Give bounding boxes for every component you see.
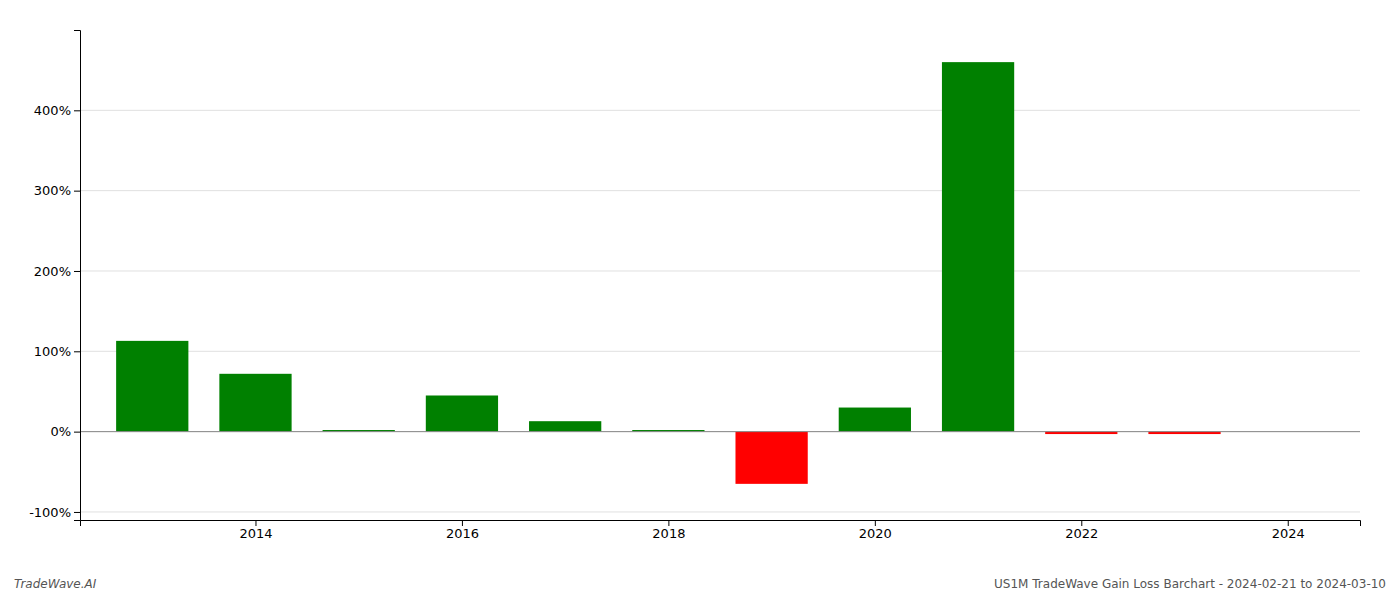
tick-mark — [74, 512, 80, 513]
tick-label: 100% — [34, 344, 71, 359]
zero-line — [80, 431, 1360, 432]
tick-label: 200% — [34, 264, 71, 279]
tick: 2020 — [859, 520, 892, 541]
tick-label: 0% — [50, 424, 71, 439]
tick: 400% — [34, 103, 80, 118]
bar — [116, 341, 188, 432]
tick-mark — [1288, 520, 1289, 526]
chart: 2014 2016 2018 2020 2022 2024 -100% 0% 100% 200% 3… — [0, 0, 1400, 600]
axis-line — [81, 521, 1361, 527]
tick-label: 300% — [34, 183, 71, 198]
grid-line — [80, 190, 1360, 191]
tick-mark — [74, 110, 80, 111]
tick: 2016 — [446, 520, 479, 541]
grid-line — [80, 110, 1360, 111]
footer-left: TradeWave.AI — [14, 577, 97, 591]
tick-label: 2016 — [446, 526, 479, 541]
tick: 300% — [34, 183, 80, 198]
tick-mark — [668, 520, 669, 526]
tick-label: 400% — [34, 103, 71, 118]
bar — [426, 395, 498, 431]
tick-mark — [74, 351, 80, 352]
grid — [80, 110, 1360, 512]
tick-label: 2022 — [1065, 526, 1098, 541]
tick: 2014 — [239, 520, 272, 541]
tick: 2022 — [1065, 520, 1098, 541]
tick-mark — [74, 271, 80, 272]
tick: -100% — [29, 505, 80, 520]
tick: 100% — [34, 344, 80, 359]
tick-mark — [74, 191, 80, 192]
tick-label: 2018 — [652, 526, 685, 541]
y-axis: -100% 0% 100% 200% 300% 400% — [29, 31, 80, 521]
axis-line — [74, 31, 81, 521]
bar — [219, 374, 291, 432]
bar — [839, 408, 911, 432]
grid-line — [80, 351, 1360, 352]
footer-right: US1M TradeWave Gain Loss Barchart - 2024… — [994, 577, 1386, 591]
tick-mark — [462, 520, 463, 526]
grid-line — [80, 511, 1360, 512]
bar — [529, 421, 601, 431]
grid-line — [80, 431, 1360, 432]
bars — [80, 62, 1360, 484]
tick-label: 2014 — [239, 526, 272, 541]
tick-mark — [875, 520, 876, 526]
tick-label: 2020 — [859, 526, 892, 541]
tick: 2018 — [652, 520, 685, 541]
tick: 0% — [50, 424, 80, 439]
bar — [942, 62, 1014, 432]
tick: 2024 — [1272, 520, 1305, 541]
tick-label: -100% — [29, 505, 71, 520]
tick: 200% — [34, 264, 80, 279]
x-axis: 2014 2016 2018 2020 2022 2024 — [81, 520, 1361, 541]
bar — [735, 432, 807, 484]
tick-mark — [1081, 520, 1082, 526]
tick-label: 2024 — [1272, 526, 1305, 541]
plot-area: 2014 2016 2018 2020 2022 2024 -100% 0% 100% 200% 3… — [29, 31, 1360, 542]
tick-mark — [74, 432, 80, 433]
grid-line — [80, 270, 1360, 271]
tick-mark — [255, 520, 256, 526]
